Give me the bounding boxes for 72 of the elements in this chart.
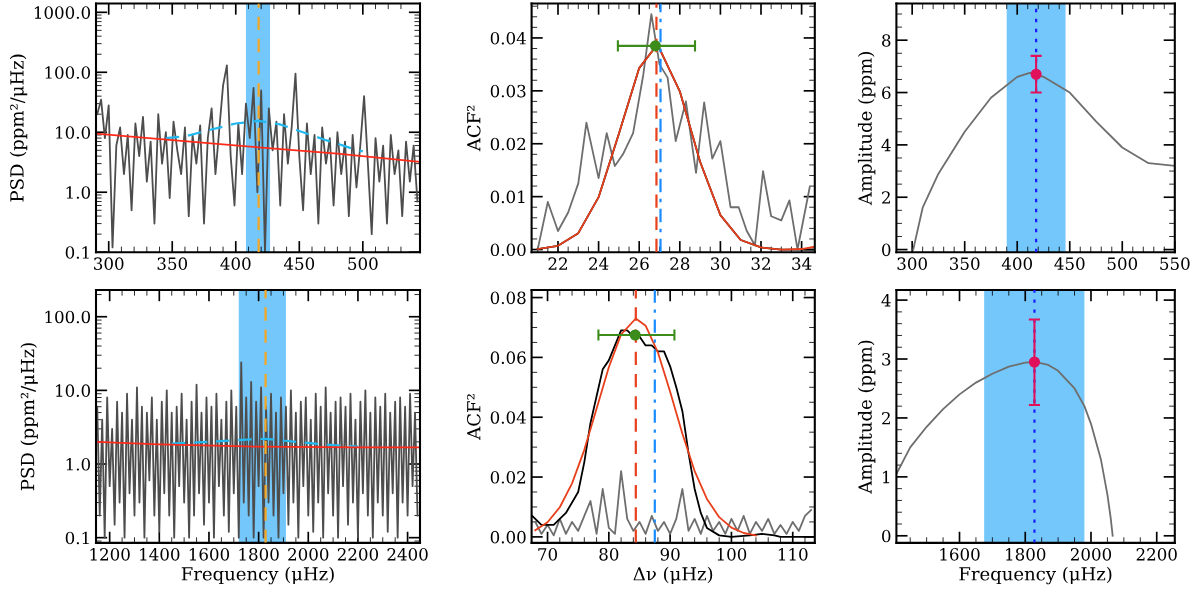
x-tick-label: 300 bbox=[897, 257, 927, 270]
x-tick-label: 2000 bbox=[288, 548, 329, 561]
x-tick-label: 400 bbox=[220, 257, 251, 270]
y-tick-label: 100.0 bbox=[45, 310, 91, 324]
y-tick-label: 0.02 bbox=[490, 137, 526, 151]
y-tick-label: 1 bbox=[882, 470, 890, 484]
x-tick-label: 1600 bbox=[940, 548, 980, 561]
y-axis-title: PSD (ppm²/μHz) bbox=[9, 54, 28, 202]
y-tick-label: 3 bbox=[882, 352, 891, 366]
x-tick-label: 350 bbox=[950, 257, 980, 270]
x-tick-label: 90 bbox=[660, 548, 680, 561]
y-tick-label: 6 bbox=[882, 86, 891, 100]
y-tick-label: 0.00 bbox=[490, 243, 526, 257]
x-tick-label: 26 bbox=[629, 257, 649, 270]
y-tick-label: 2 bbox=[882, 191, 890, 204]
x-tick-label: 2000 bbox=[1070, 548, 1112, 561]
x-tick-label: 100 bbox=[717, 548, 747, 561]
y-tick-label: 0 bbox=[882, 243, 891, 257]
x-tick-label: 1400 bbox=[140, 548, 180, 561]
x-tick-label: 300 bbox=[94, 257, 124, 270]
y-tick-label: 0.02 bbox=[490, 471, 526, 484]
x-tick-label: 500 bbox=[348, 257, 378, 270]
y-axis-title: Amplitude (ppm) bbox=[857, 340, 876, 494]
x-tick-label: 110 bbox=[778, 548, 808, 561]
y-tick-label: 0.08 bbox=[490, 291, 526, 305]
x-tick-label: 22 bbox=[548, 257, 567, 270]
y-tick-label: 0.1 bbox=[65, 531, 89, 545]
y-tick-label: 8 bbox=[882, 34, 891, 47]
x-tick-label: 450 bbox=[283, 257, 315, 270]
y-tick-label: 0.03 bbox=[490, 84, 526, 98]
y-tick-label: 0 bbox=[882, 529, 891, 543]
x-axis-title: Δν (μHz) bbox=[633, 566, 713, 585]
x-tick-label: 1600 bbox=[189, 548, 230, 561]
x-tick-label: 30 bbox=[711, 257, 730, 270]
y-axis-title: Amplitude (ppm) bbox=[857, 52, 876, 206]
y-tick-label: 0.1 bbox=[65, 246, 89, 259]
x-tick-label: 500 bbox=[1107, 257, 1138, 270]
y-tick-label: 0.00 bbox=[490, 530, 526, 544]
x-tick-label: 350 bbox=[157, 257, 188, 270]
y-tick-label: 100.0 bbox=[45, 66, 91, 79]
x-tick-label: 1800 bbox=[239, 548, 279, 561]
y-tick-label: 0.04 bbox=[490, 411, 526, 424]
x-tick-label: 1800 bbox=[1006, 548, 1046, 561]
y-tick-label: 1.0 bbox=[66, 457, 91, 471]
y-tick-label: 10.0 bbox=[56, 126, 91, 139]
y-tick-label: 1.0 bbox=[66, 186, 91, 199]
x-tick-label: 450 bbox=[1054, 257, 1085, 270]
y-axis-title: ACF² bbox=[466, 394, 481, 440]
y-axis-title: ACF² bbox=[466, 105, 481, 152]
x-tick-label: 28 bbox=[670, 257, 690, 270]
y-tick-label: 4 bbox=[881, 138, 891, 152]
x-tick-label: 2400 bbox=[387, 548, 428, 561]
x-tick-label: 2200 bbox=[337, 548, 379, 561]
x-tick-label: 550 bbox=[1160, 257, 1190, 270]
x-tick-label: 1200 bbox=[90, 548, 130, 561]
x-tick-label: 400 bbox=[1001, 257, 1033, 270]
y-tick-label: 10.0 bbox=[56, 384, 91, 397]
x-tick-label: 32 bbox=[751, 257, 770, 270]
x-tick-label: 34 bbox=[792, 257, 812, 270]
y-tick-label: 2 bbox=[882, 411, 890, 425]
x-axis-title: Frequency (μHz) bbox=[181, 566, 334, 585]
x-tick-label: 70 bbox=[538, 548, 558, 561]
y-tick-label: 0.01 bbox=[490, 190, 525, 204]
x-tick-label: 24 bbox=[589, 257, 609, 270]
x-tick-label: 2200 bbox=[1136, 548, 1177, 561]
y-tick-label: 1000.0 bbox=[34, 6, 91, 19]
y-tick-label: 0.06 bbox=[490, 351, 526, 364]
y-axis-title: PSD (ppm²/μHz) bbox=[20, 343, 38, 491]
x-tick-label: 80 bbox=[599, 548, 619, 561]
y-tick-label: 4 bbox=[881, 294, 891, 307]
y-tick-label: 0.04 bbox=[490, 31, 526, 45]
x-axis-title: Frequency (μHz) bbox=[959, 566, 1112, 585]
